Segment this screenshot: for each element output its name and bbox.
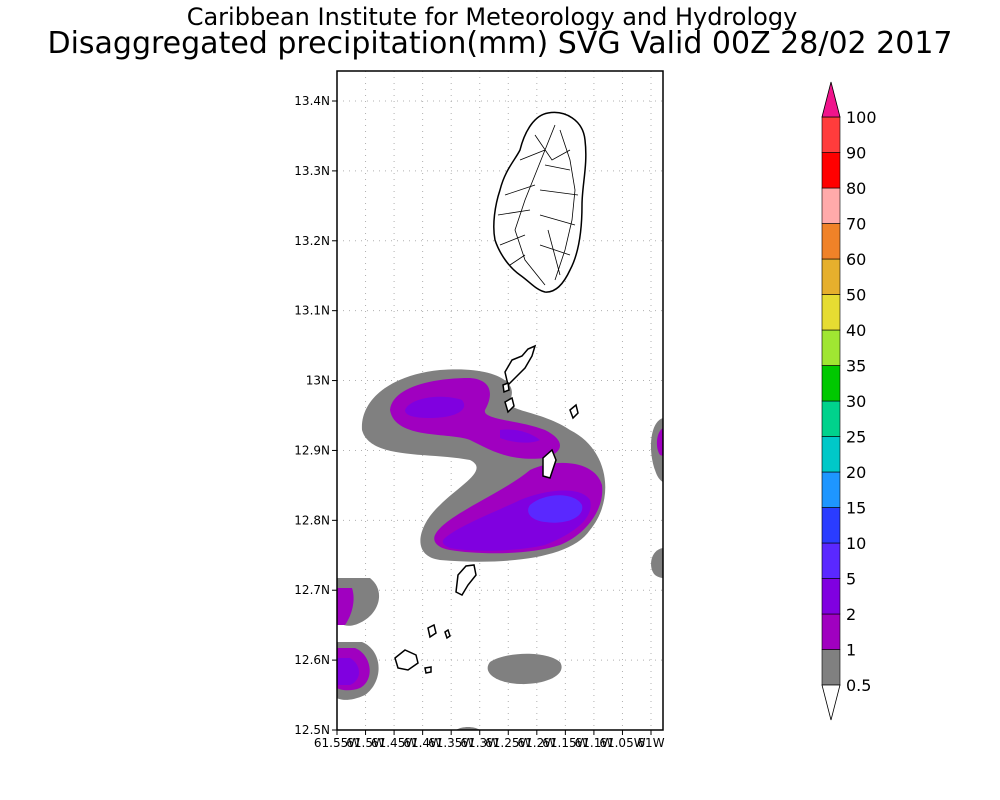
colorbar-bin <box>821 613 841 650</box>
colorbar-bin <box>821 152 841 189</box>
colorbar-label: 50 <box>846 286 866 305</box>
precipitation-field <box>337 219 663 730</box>
colorbar-label: 30 <box>846 392 866 411</box>
lon-tick-label: 61.4W <box>403 736 442 750</box>
colorbar-lower-extend <box>821 684 841 721</box>
lon-tick-label: 61.2W <box>518 736 557 750</box>
lon-tick-label: 61.55W <box>314 736 360 750</box>
lat-tick-label: 12.5N <box>294 723 330 737</box>
colorbar-bin <box>821 649 841 686</box>
lon-tick-label: 61.1W <box>575 736 614 750</box>
plot-frame <box>336 70 664 731</box>
colorbar-bin <box>821 329 841 366</box>
island-drainage-lines <box>497 124 579 286</box>
colorbar-bin <box>821 187 841 224</box>
longitude-axis: 61.55W61.5W61.45W61.4W61.35W61.3W61.25W6… <box>314 730 665 750</box>
lon-tick-label: 61W <box>637 736 664 750</box>
colorbar-bin <box>821 400 841 437</box>
coastlines <box>394 111 587 674</box>
colorbar-bin <box>821 116 841 153</box>
latitude-axis: 13.4N 13.3N 13.2N 13.1N 13N 12.9N 12.8N 12.7N 12… <box>294 94 337 737</box>
colorbar-label: 35 <box>846 357 866 376</box>
colorbar-label: 15 <box>846 499 866 518</box>
colorbar-bin <box>821 258 841 295</box>
lat-tick-label: 12.6N <box>294 653 330 667</box>
lat-tick-label: 13.2N <box>294 234 330 248</box>
chart-title: Caribbean Institute for Meteorology and … <box>186 3 798 31</box>
lon-tick-label: 61.25W <box>485 736 531 750</box>
colorbar-bin <box>821 223 841 260</box>
colorbar-label: 2 <box>846 605 856 624</box>
colorbar-label: 90 <box>846 144 866 163</box>
lat-tick-label: 12.9N <box>294 443 330 457</box>
colorbar-label: 70 <box>846 215 866 234</box>
colorbar-bin <box>821 507 841 544</box>
colorbar-label: 1 <box>846 641 856 660</box>
lon-tick-label: 61.5W <box>346 736 385 750</box>
chart-subtitle: Disaggregated precipitation(mm) SVG Vali… <box>47 26 953 61</box>
lon-tick-label: 61.35W <box>428 736 474 750</box>
lat-tick-label: 13.1N <box>294 304 330 318</box>
lat-tick-label: 12.7N <box>294 583 330 597</box>
colorbar-bin <box>821 578 841 615</box>
lat-tick-label: 13N <box>306 374 330 388</box>
colorbar-label: 10 <box>846 534 866 553</box>
lon-tick-label: 61.05W <box>599 736 645 750</box>
colorbar-bin <box>821 436 841 473</box>
lat-tick-label: 13.4N <box>294 94 330 108</box>
lon-tick-label: 61.3W <box>460 736 499 750</box>
colorbar-label: 100 <box>846 108 877 127</box>
colorbar-label: 5 <box>846 570 856 589</box>
lon-tick-label: 61.45W <box>371 736 417 750</box>
colorbar-label: 40 <box>846 321 866 340</box>
colorbar-bin <box>821 542 841 579</box>
colorbar-label: 25 <box>846 428 866 447</box>
colorbar-bin <box>821 294 841 331</box>
colorbar-bin <box>821 365 841 402</box>
colorbar-label: 60 <box>846 250 866 269</box>
colorbar-label: 20 <box>846 463 866 482</box>
lat-tick-label: 13.3N <box>294 164 330 178</box>
colorbar-upper-extend <box>821 81 841 118</box>
colorbar-bin <box>821 471 841 508</box>
colorbar-label: 0.5 <box>846 676 871 695</box>
lon-tick-label: 61.15W <box>542 736 588 750</box>
colorbar-label: 80 <box>846 179 866 198</box>
lat-tick-label: 12.8N <box>294 513 330 527</box>
